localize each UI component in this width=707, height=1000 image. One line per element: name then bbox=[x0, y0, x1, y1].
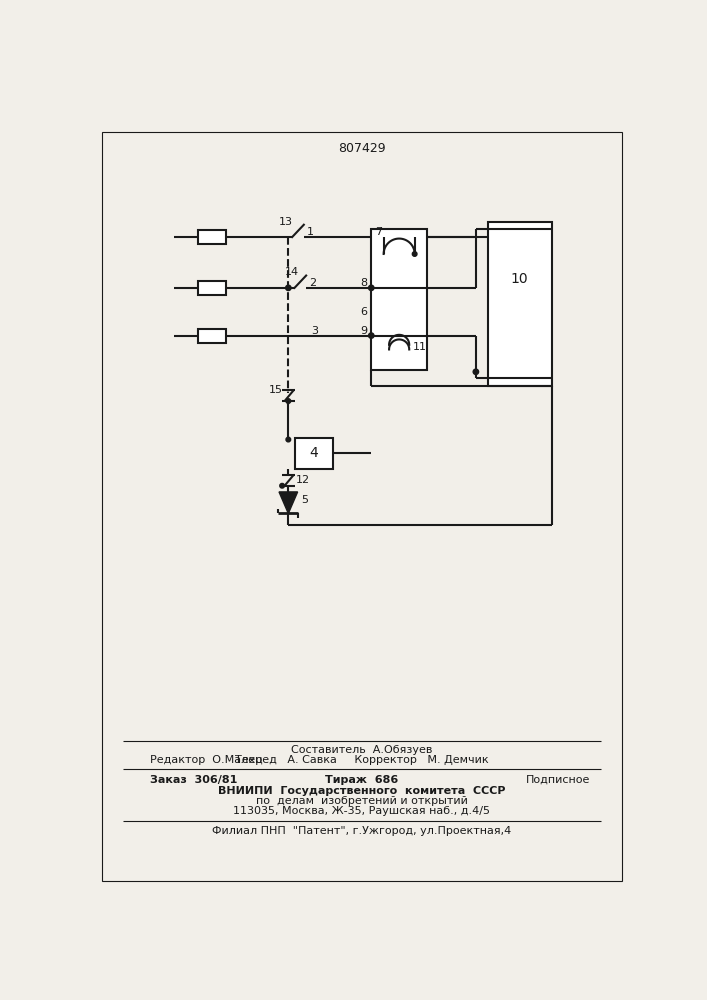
Text: 1: 1 bbox=[307, 227, 314, 237]
Text: Подписное: Подписное bbox=[526, 775, 590, 785]
Circle shape bbox=[412, 252, 417, 256]
Text: 11: 11 bbox=[413, 342, 427, 352]
Bar bbox=[488, 222, 552, 386]
Text: 15: 15 bbox=[269, 385, 283, 395]
Text: 2: 2 bbox=[309, 278, 316, 288]
Text: 113035, Москва, Ж-35, Раушская наб., д.4/5: 113035, Москва, Ж-35, Раушская наб., д.4… bbox=[233, 806, 491, 816]
Text: 7: 7 bbox=[375, 227, 382, 237]
Circle shape bbox=[368, 285, 374, 291]
Circle shape bbox=[368, 333, 374, 338]
Bar bbox=[199, 329, 226, 343]
Circle shape bbox=[286, 437, 291, 442]
Circle shape bbox=[473, 369, 479, 374]
Text: 5: 5 bbox=[300, 495, 308, 505]
Text: Заказ  306/81: Заказ 306/81 bbox=[151, 775, 238, 785]
Bar bbox=[295, 438, 333, 469]
Text: Тираж  686: Тираж 686 bbox=[325, 775, 399, 785]
Bar bbox=[199, 230, 226, 244]
Text: Техред   А. Савка     Корректор   М. Демчик: Техред А. Савка Корректор М. Демчик bbox=[235, 755, 489, 765]
Text: Филиал ПНП  "Патент", г.Ужгород, ул.Проектная,4: Филиал ПНП "Патент", г.Ужгород, ул.Проек… bbox=[212, 826, 512, 836]
Text: 807429: 807429 bbox=[338, 142, 386, 155]
Text: 9: 9 bbox=[361, 326, 368, 336]
Text: 6: 6 bbox=[361, 307, 368, 317]
Bar bbox=[199, 281, 226, 295]
Text: по  делам  изобретений и открытий: по делам изобретений и открытий bbox=[256, 796, 468, 806]
Circle shape bbox=[280, 483, 284, 488]
Text: Составитель  А.Обязуев: Составитель А.Обязуев bbox=[291, 745, 433, 755]
Text: 14: 14 bbox=[284, 267, 298, 277]
Text: 4: 4 bbox=[310, 446, 318, 460]
Circle shape bbox=[286, 285, 291, 291]
Text: 8: 8 bbox=[361, 278, 368, 288]
Circle shape bbox=[286, 399, 291, 403]
Text: 13: 13 bbox=[279, 217, 293, 227]
Text: 3: 3 bbox=[312, 326, 319, 336]
Text: 12: 12 bbox=[296, 475, 310, 485]
Text: 10: 10 bbox=[510, 272, 528, 286]
Text: ВНИИПИ  Государственного  комитета  СССР: ВНИИПИ Государственного комитета СССР bbox=[218, 786, 506, 796]
Bar bbox=[371, 229, 427, 370]
Text: Редактор  О.Малец: Редактор О.Малец bbox=[151, 755, 263, 765]
Polygon shape bbox=[279, 492, 298, 513]
